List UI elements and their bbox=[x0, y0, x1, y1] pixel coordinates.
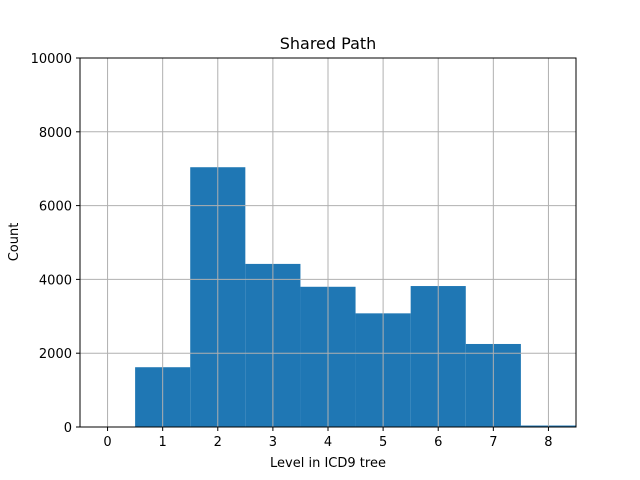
axis-ticks: 0 1 2 3 4 5 6 7 8 0 2000 4000 6000 8000 10000 bbox=[31, 52, 553, 450]
y-tick-label: 0 bbox=[64, 421, 72, 436]
x-tick-label: 6 bbox=[434, 435, 442, 450]
x-tick-label: 0 bbox=[103, 435, 111, 450]
x-tick-label: 4 bbox=[324, 435, 332, 450]
y-axis-label: Count bbox=[7, 223, 22, 262]
y-tick-label: 6000 bbox=[39, 200, 72, 215]
x-tick-label: 1 bbox=[159, 435, 167, 450]
x-tick-label: 7 bbox=[489, 435, 497, 450]
y-tick-label: 4000 bbox=[39, 273, 72, 288]
x-tick-label: 2 bbox=[214, 435, 222, 450]
chart-title: Shared Path bbox=[280, 34, 377, 53]
y-tick-label: 8000 bbox=[39, 126, 72, 141]
x-tick-label: 5 bbox=[379, 435, 387, 450]
x-axis-label: Level in ICD9 tree bbox=[270, 456, 386, 471]
x-tick-label: 3 bbox=[269, 435, 277, 450]
x-tick-label: 8 bbox=[544, 435, 552, 450]
y-tick-label: 10000 bbox=[31, 52, 72, 67]
bars bbox=[135, 167, 576, 427]
y-tick-label: 2000 bbox=[39, 347, 72, 362]
